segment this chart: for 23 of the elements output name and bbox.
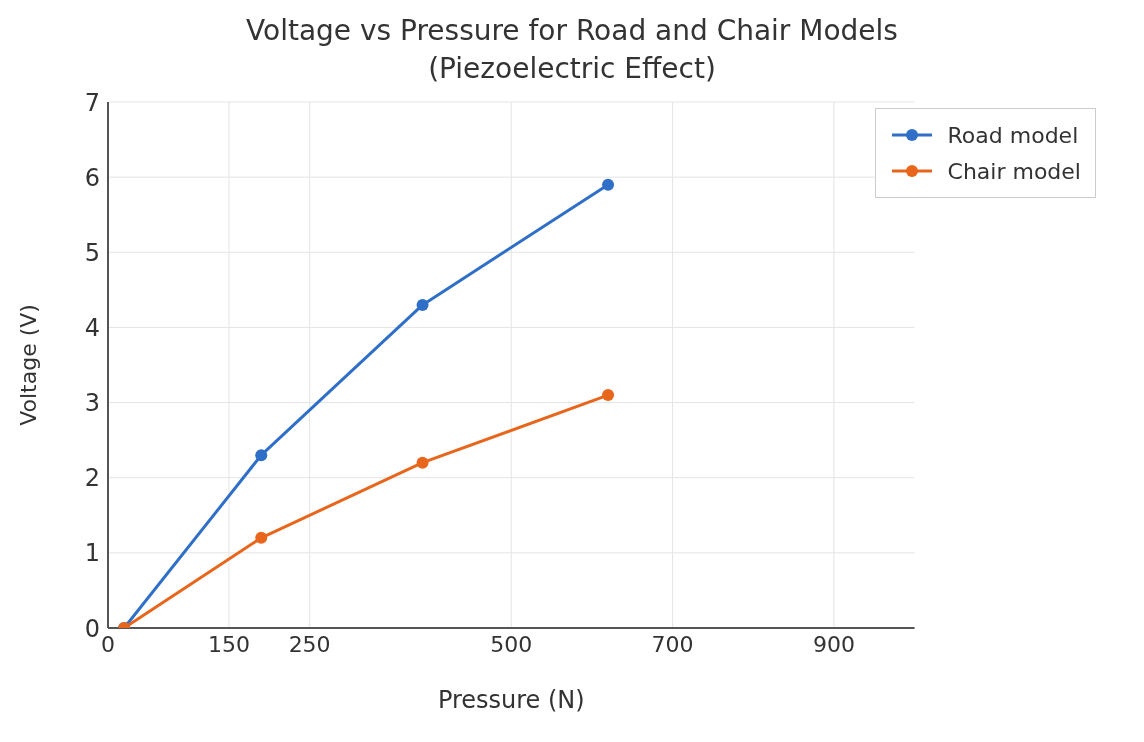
point (602, 389, 615, 402)
x-tick-label: 900 (812, 631, 855, 657)
y-tick-label: 5 (84, 238, 100, 267)
x-tick-label: 250 (288, 631, 331, 657)
x-tick-label: 700 (651, 631, 694, 657)
legend-label: Road model (947, 122, 1079, 148)
point (416, 456, 429, 469)
point (255, 531, 268, 544)
y-tick-label: 3 (84, 389, 100, 418)
y-tick-label: 2 (84, 464, 100, 493)
chart-title: Voltage vs Pressure for Road and Chair Models (Piezoelectric Effect) (245, 13, 899, 87)
point (416, 298, 429, 311)
x-axis-title: Pressure (N) (437, 686, 585, 714)
point (255, 449, 268, 462)
point (602, 178, 615, 191)
y-axis-title: Voltage (V) (15, 304, 41, 426)
y-tick-label: 1 (84, 539, 100, 568)
y-tick-label: 7 (84, 88, 100, 117)
x-tick-label: 500 (490, 631, 533, 657)
y-tick-label: 4 (84, 313, 100, 342)
y-tick-label: 6 (84, 163, 100, 192)
x-tick-label: 150 (207, 631, 250, 657)
legend-label: Chair model (947, 158, 1081, 184)
